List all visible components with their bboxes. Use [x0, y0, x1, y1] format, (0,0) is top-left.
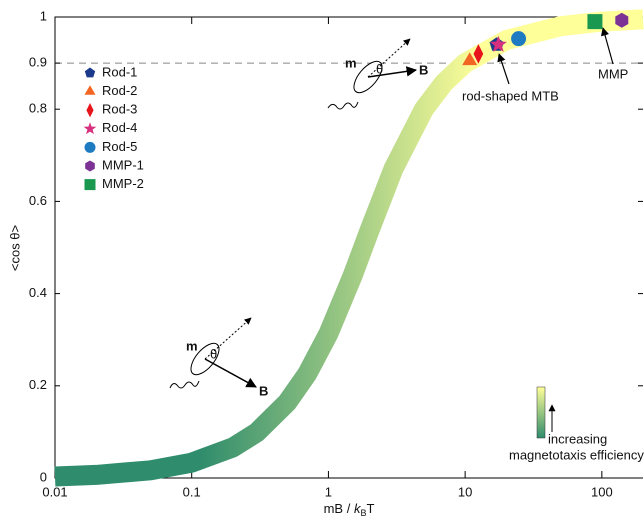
diagram-b: B [259, 383, 268, 398]
diagram: m θ B [327, 38, 428, 110]
diagram-tail [327, 101, 359, 110]
x-tick-label: 1 [325, 484, 332, 499]
colorbar: increasing magnetotaxis efficiency [509, 386, 644, 462]
diagram-m: m [345, 55, 357, 70]
y-tick-label: 0.2 [29, 377, 47, 392]
diagram-m-arrow [367, 38, 411, 78]
annotation: rod-shaped MTB [462, 88, 559, 103]
y-tick-label: 0.6 [29, 193, 47, 208]
diagram-b-arrow [204, 358, 257, 388]
x-tick-label: 100 [591, 484, 613, 499]
colorbar-label: increasing [548, 431, 607, 446]
legend-label: Rod-3 [102, 102, 137, 117]
diagram-tail [169, 380, 200, 389]
x-tick-label: 0.01 [42, 484, 67, 499]
legend-marker [86, 103, 94, 118]
y-tick-label: 0.8 [29, 101, 47, 116]
legend-marker [83, 122, 97, 135]
legend-marker [84, 179, 96, 191]
plot: 0 0.2 0.4 0.6 0.8 0.9 1 0.01 0.1 1 10 100 Rod-1 Rod-2… [29, 8, 644, 499]
diagram-theta: θ [210, 346, 217, 361]
axis-frame [54, 16, 643, 479]
legend-marker [84, 141, 96, 153]
diagram-theta: θ [376, 61, 383, 76]
annotation-arrow [497, 53, 510, 85]
legend-label: Rod-5 [102, 139, 137, 154]
colorbar-rect [536, 386, 546, 439]
diagram-m: m [186, 338, 198, 353]
y-tick-label: 1 [40, 8, 47, 23]
diagram: m θ B [169, 317, 268, 398]
y-tick-label: 0.4 [29, 285, 47, 300]
curve [54, 9, 644, 487]
diagram-b-arrow [367, 66, 418, 78]
y-axis-label: <cos θ> [7, 225, 22, 271]
x-label-part: B [360, 508, 366, 518]
y-tick-label: 0 [40, 469, 47, 484]
legend-marker [85, 160, 95, 172]
x-axis-label: mB / kBT [324, 501, 375, 518]
point [489, 35, 507, 52]
x-tick-label: 0.1 [183, 484, 201, 499]
diagram-b: B [419, 62, 428, 77]
annotation-arrow [600, 27, 614, 65]
point [473, 44, 484, 64]
colorbar-label: magnetotaxis efficiency [509, 447, 644, 462]
point [615, 12, 629, 28]
legend-label: Rod-2 [102, 83, 137, 98]
legend-marker [84, 67, 96, 78]
legend-label: MMP-2 [102, 176, 144, 191]
point [587, 14, 603, 30]
x-label-part: mB / [324, 501, 354, 516]
legend-label: MMP-1 [102, 157, 144, 172]
annotation: MMP [598, 66, 628, 81]
legend-label: Rod-4 [102, 120, 137, 135]
x-label-part: k [354, 501, 362, 516]
x-tick-label: 10 [458, 484, 472, 499]
legend-marker [84, 85, 96, 95]
legend-label: Rod-1 [102, 64, 137, 79]
point [462, 52, 478, 66]
y-tick-label: 0.9 [29, 55, 47, 70]
point [511, 31, 527, 47]
x-label-part: T [366, 501, 374, 516]
